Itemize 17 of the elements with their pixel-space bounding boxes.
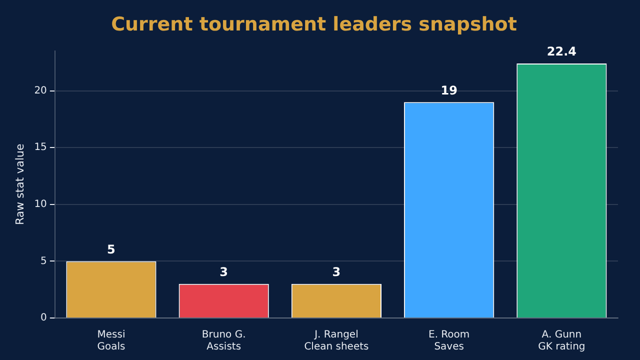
y-tick-label: 20	[34, 85, 47, 96]
y-tick-label: 0	[40, 312, 47, 324]
x-tick-label: Messi Goals	[97, 330, 126, 353]
data-label: 5	[107, 242, 116, 256]
x-tick-label: J. Rangel Clean sheets	[304, 330, 369, 353]
data-label: 22.4	[546, 44, 576, 59]
data-label: 3	[220, 265, 228, 280]
y-tick-label: 10	[34, 198, 47, 210]
x-tick-label: Bruno G. Assists	[202, 330, 246, 353]
y-axis-title: Raw stat value	[13, 144, 26, 226]
chart-title: Current tournament leaders snapshot	[111, 13, 517, 36]
x-tick-label: A. Gunn GK rating	[538, 330, 586, 353]
y-tick-label: 15	[34, 142, 47, 154]
data-label: 3	[332, 265, 341, 280]
y-tick-label: 5	[40, 256, 47, 267]
data-label: 19	[440, 83, 458, 98]
x-tick-label: E. Room Saves	[428, 330, 470, 353]
